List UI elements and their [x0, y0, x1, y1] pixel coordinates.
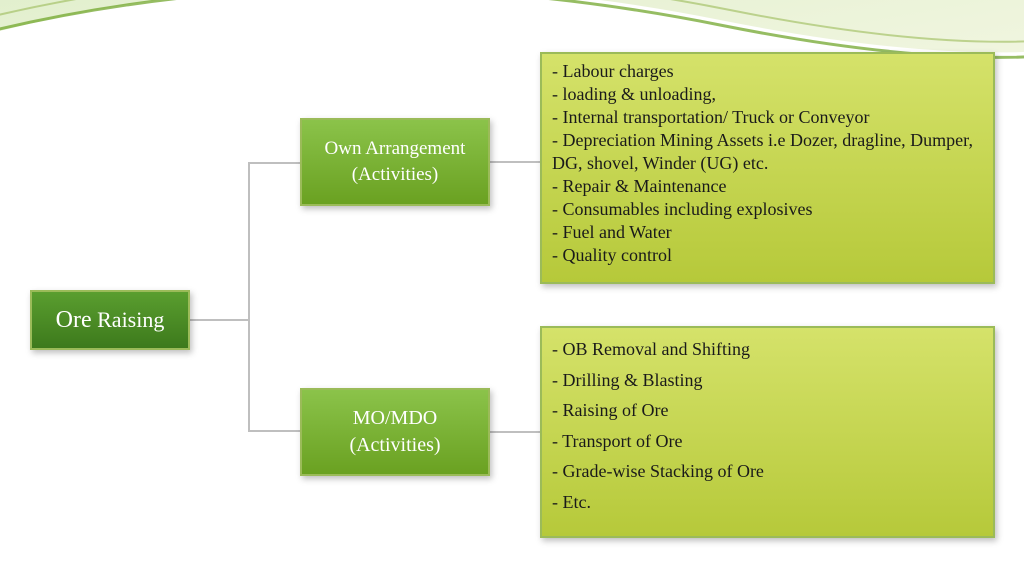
branch-node-mo-mdo: MO/MDO (Activities): [300, 388, 490, 476]
detail-item: - Consumables including explosives: [552, 198, 983, 221]
root-node-ore-raising: Ore Raising: [30, 290, 190, 350]
diagram-canvas: Ore Raising Own Arrangement (Activities)…: [0, 0, 1024, 576]
connector: [490, 431, 540, 433]
detail-item: - Quality control: [552, 244, 983, 267]
connector: [190, 319, 250, 321]
connector: [250, 162, 300, 164]
branch2-label-b: (Activities): [349, 432, 440, 459]
detail-item: - Repair & Maintenance: [552, 175, 983, 198]
detail-item: - Grade-wise Stacking of Ore: [552, 456, 983, 487]
branch-node-own-arrangement: Own Arrangement (Activities): [300, 118, 490, 206]
detail-item: - OB Removal and Shifting: [552, 334, 983, 365]
detail-item: - Transport of Ore: [552, 426, 983, 457]
connector: [490, 161, 540, 163]
detail-item: - Raising of Ore: [552, 395, 983, 426]
detail-item: - Etc.: [552, 487, 983, 518]
connector: [248, 162, 250, 432]
root-label-a: Ore: [56, 307, 92, 333]
detail-box-own-arrangement: - Labour charges- loading & unloading,- …: [540, 52, 995, 284]
detail-item: - Internal transportation/ Truck or Conv…: [552, 106, 983, 129]
branch2-label-a: MO/MDO: [353, 405, 437, 432]
detail-box-mo-mdo: - OB Removal and Shifting- Drilling & Bl…: [540, 326, 995, 538]
branch1-label-a: Own Arrangement: [325, 136, 466, 162]
root-label-b: Raising: [92, 307, 165, 332]
detail-item: - Drilling & Blasting: [552, 365, 983, 396]
connector: [250, 430, 300, 432]
detail-item: - Depreciation Mining Assets i.e Dozer, …: [552, 129, 983, 175]
detail-item: - Fuel and Water: [552, 221, 983, 244]
branch1-label-b: (Activities): [352, 162, 439, 188]
detail-item: - loading & unloading,: [552, 83, 983, 106]
detail-item: - Labour charges: [552, 60, 983, 83]
